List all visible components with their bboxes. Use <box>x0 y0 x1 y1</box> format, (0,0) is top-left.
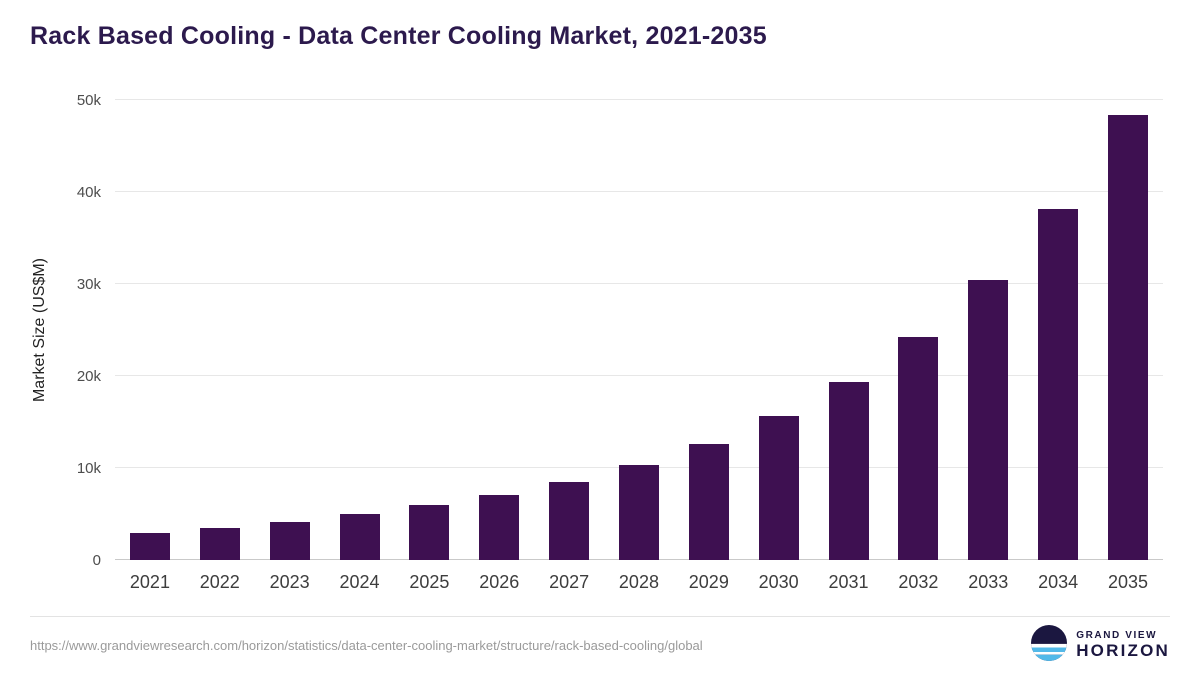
logo: GRAND VIEW HORIZON <box>1031 625 1170 666</box>
bar-slot-2025 <box>394 100 464 560</box>
y-tick-label-50k: 50k <box>76 92 101 109</box>
bar-2030 <box>758 416 799 560</box>
x-tick-labels: 2021 2022 2023 2024 2025 2026 2027 2028 2029 2030… <box>115 572 1163 593</box>
bar-slot-2022 <box>185 100 255 560</box>
x-tick-label-2035: 2035 <box>1107 572 1148 592</box>
bar-2026 <box>479 494 520 560</box>
bar-slot-2026 <box>464 100 534 560</box>
logo-line1: GRAND VIEW <box>1076 629 1158 641</box>
bar-slot-2033 <box>953 100 1023 560</box>
plot-area: 0 10k 20k 30k 40k 50k 2021 2022 2023 2024 2025 202… <box>77 92 1163 592</box>
x-tick-label-2030: 2030 <box>758 572 799 592</box>
x-tick-label-2034: 2034 <box>1038 572 1079 592</box>
bar-slot-2023 <box>255 100 325 560</box>
y-tick-label-0: 0 <box>92 552 101 569</box>
bar-2032 <box>898 337 939 560</box>
y-tick-label-10k: 10k <box>76 460 101 477</box>
bar-slot-2029 <box>674 100 744 560</box>
x-tick-label-2025: 2025 <box>409 572 450 592</box>
bar-2024 <box>339 514 380 560</box>
gridline-40k <box>115 191 1163 192</box>
bar-2021 <box>129 532 170 560</box>
bars <box>115 100 1163 560</box>
bar-slot-2031 <box>814 100 884 560</box>
bar-slot-2035 <box>1093 100 1163 560</box>
footer: https://www.grandviewresearch.com/horizo… <box>30 616 1170 674</box>
bar-2022 <box>199 528 240 560</box>
x-tick-label-2032: 2032 <box>898 572 939 592</box>
bar-slot-2021 <box>115 100 185 560</box>
grand-view-horizon-logo-icon <box>1031 625 1068 666</box>
x-tick-label-2024: 2024 <box>339 572 380 592</box>
bar-2028 <box>618 465 659 560</box>
gridline-50k <box>115 99 1163 100</box>
bar-slot-2032 <box>883 100 953 560</box>
bar-2031 <box>828 381 869 560</box>
x-tick-label-2033: 2033 <box>968 572 1009 592</box>
bar-slot-2027 <box>534 100 604 560</box>
bar-slot-2034 <box>1023 100 1093 560</box>
y-tick-label-40k: 40k <box>76 184 101 201</box>
y-tick-label-20k: 20k <box>76 368 101 385</box>
logo-line2: HORIZON <box>1076 641 1170 661</box>
bar-2027 <box>549 482 590 560</box>
x-tick-label-2023: 2023 <box>269 572 310 592</box>
bar-2035 <box>1107 114 1148 560</box>
bar-slot-2028 <box>604 100 674 560</box>
bar-2025 <box>409 505 450 560</box>
x-tick-label-2031: 2031 <box>828 572 869 592</box>
chart-title: Rack Based Cooling - Data Center Cooling… <box>30 22 767 50</box>
x-tick-label-2028: 2028 <box>618 572 659 592</box>
bar-slot-2024 <box>325 100 395 560</box>
bar-2034 <box>1038 208 1079 560</box>
logo-text: GRAND VIEW HORIZON <box>1076 630 1170 661</box>
x-tick-label-2026: 2026 <box>479 572 520 592</box>
source-url: https://www.grandviewresearch.com/horizo… <box>30 638 703 653</box>
bar-2029 <box>688 444 729 560</box>
bar-slot-2030 <box>744 100 814 560</box>
x-tick-label-2022: 2022 <box>199 572 240 592</box>
x-tick-label-2027: 2027 <box>549 572 590 592</box>
bar-2033 <box>968 280 1009 560</box>
y-tick-label-30k: 30k <box>76 276 101 293</box>
gridline-30k <box>115 283 1163 284</box>
x-tick-label-2021: 2021 <box>129 572 170 592</box>
x-tick-label-2029: 2029 <box>688 572 729 592</box>
bar-2023 <box>269 522 310 560</box>
gridline-20k <box>115 375 1163 376</box>
